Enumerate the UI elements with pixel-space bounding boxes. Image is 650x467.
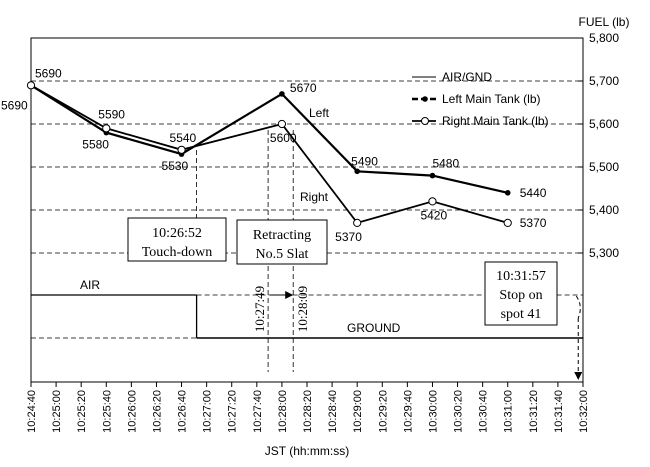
series (26, 81, 512, 227)
legend-left-label: Left Main Tank (lb) (442, 92, 541, 106)
y-tick-label: 5,300 (589, 246, 619, 260)
stop-curve (575, 295, 581, 319)
legend-airgnd-label: AIR/GND (442, 70, 492, 84)
left-tank-value-label: 5530 (162, 159, 189, 173)
legend-right-label: Right Main Tank (lb) (442, 114, 549, 128)
right-tank-value-label: 5600 (270, 131, 297, 145)
right-tank-value-label: 5540 (170, 131, 197, 145)
x-tick-label: 10:29:20 (377, 390, 389, 433)
right-tank-point (177, 145, 186, 154)
right-tank-point (26, 81, 36, 90)
y-tick-label: 5,500 (589, 160, 619, 174)
stop-line2: Stop on (499, 288, 542, 303)
legend: AIR/GND Left Main Tank (lb) Right Main T… (412, 70, 549, 128)
x-tick-label: 10:29:40 (402, 390, 414, 433)
x-axis-title: JST (hh:mm:ss) (265, 444, 349, 458)
left-tank-value-label: 5690 (35, 66, 62, 80)
x-tick-label: 10:28:40 (327, 390, 339, 433)
x-tick-label: 10:31:20 (528, 390, 540, 433)
slat-box (236, 219, 328, 265)
x-tick-label: 10:25:40 (101, 390, 113, 433)
stop-box (484, 261, 558, 326)
left-tank-point (354, 168, 360, 175)
slat-annotation: Retracting No.5 Slat (236, 219, 328, 265)
y-axis-ticks: 5,300 5,400 5,500 5,600 5,700 5,800 (578, 31, 619, 260)
x-tick-label: 10:26:20 (151, 390, 163, 433)
right-tank-point (428, 197, 437, 206)
gridlines (31, 80, 583, 254)
x-tick-label: 10:30:40 (478, 390, 490, 433)
y-axis-title: FUEL (lb) (579, 15, 630, 29)
x-tick-label: 10:26:40 (177, 390, 189, 433)
right-tank-point (102, 124, 111, 133)
x-tick-label: 10:26:00 (126, 390, 138, 433)
slat-line1: Retracting (253, 228, 311, 243)
right-series-text: Right (300, 190, 329, 204)
x-tick-label: 10:25:00 (51, 390, 63, 433)
left-tank-point (504, 190, 511, 196)
left-tank-value-label: 5670 (290, 81, 317, 95)
legend-right-marker (421, 117, 429, 125)
y-tick-label: 5,400 (589, 203, 619, 217)
x-tick-label: 10:25:20 (76, 390, 88, 433)
right-tank-point (277, 119, 287, 129)
stop-annotation: 10:31:57 Stop on spot 41 (484, 261, 558, 326)
x-tick-label: 10:32:00 (578, 390, 590, 433)
x-tick-label: 10:30:20 (453, 390, 465, 433)
ground-label: GROUND (347, 321, 401, 335)
x-tick-label: 10:30:00 (427, 390, 439, 433)
y-tick-label: 5,600 (589, 117, 619, 131)
legend-left-marker (422, 96, 428, 102)
left-tank-value-label: 5490 (351, 154, 378, 168)
right-tank-value-label: 5370 (520, 216, 547, 230)
x-tick-label: 10:31:40 (553, 390, 565, 433)
x-tick-label: 10:24:40 (26, 390, 38, 433)
x-tick-label: 10:29:00 (352, 390, 364, 433)
x-tick-label: 10:27:00 (202, 390, 214, 433)
left-tank-value-label: 5580 (82, 138, 109, 152)
left-tank-value-label: 5480 (432, 157, 459, 171)
x-tick-label: 10:28:20 (302, 390, 314, 433)
x-tick-label: 10:27:40 (252, 390, 264, 433)
data-labels: 5690 5580 5530 5670 5490 5480 5440 5690 5590 5540… (1, 66, 547, 244)
left-series-text: Left (309, 106, 330, 120)
right-tank-value-label: 5420 (420, 208, 447, 222)
y-tick-label: 5,800 (589, 31, 619, 45)
x-tick-label: 10:31:00 (503, 390, 515, 433)
right-tank-value-label: 5690 (1, 98, 28, 112)
touchdown-annotation: 10:26:52 Touch-down (127, 217, 227, 262)
touchdown-box (127, 217, 227, 262)
time-label-start: 10:27:49 (252, 286, 267, 332)
touchdown-time: 10:26:52 (152, 226, 202, 241)
left-tank-point (429, 172, 436, 179)
stop-time: 10:31:57 (496, 269, 546, 284)
time-label-end: 10:28:09 (295, 286, 310, 332)
touchdown-text: Touch-down (142, 245, 213, 260)
stop-line3: spot 41 (501, 307, 542, 322)
right-tank-point (353, 218, 362, 227)
right-tank-point (503, 218, 512, 227)
left-tank-value-label: 5440 (520, 186, 547, 200)
slat-line2: No.5 Slat (256, 247, 309, 262)
air-label: AIR (80, 278, 100, 292)
right-tank-value-label: 5370 (335, 230, 362, 244)
x-axis-ticks: 10:24:40 10:25:00 10:25:20 10:25:40 10:26:00… (26, 382, 590, 433)
right-tank-value-label: 5590 (98, 107, 125, 121)
x-tick-label: 10:27:20 (227, 390, 239, 433)
x-tick-label: 10:28:00 (277, 390, 289, 433)
y-tick-label: 5,700 (589, 74, 619, 88)
left-tank-point (279, 91, 285, 97)
